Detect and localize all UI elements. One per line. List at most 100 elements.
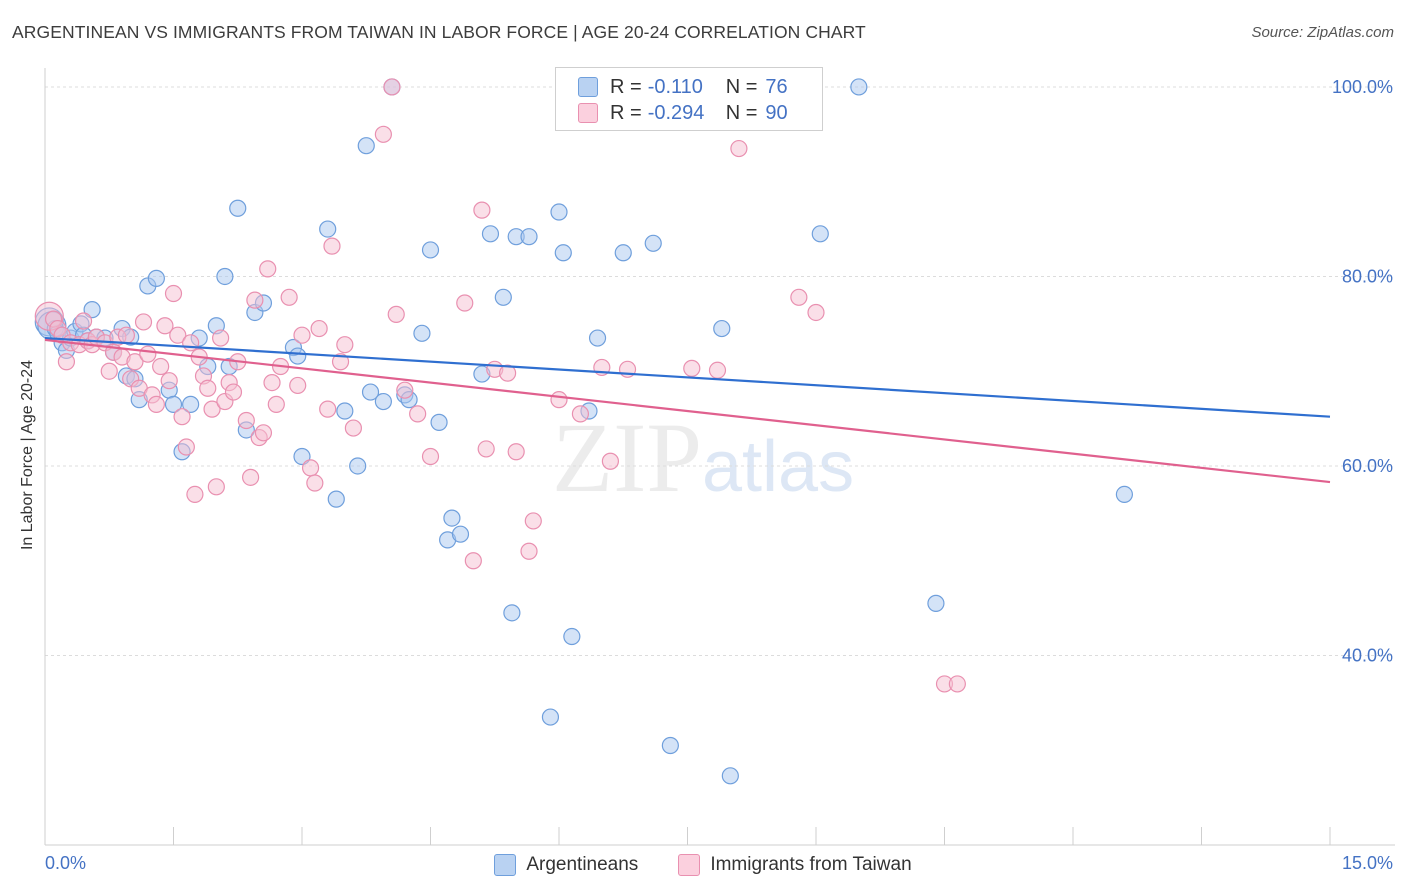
legend-label-argentineans: Argentineans (526, 854, 639, 875)
legend-r-label: R = (610, 75, 642, 98)
taiwan-point (126, 353, 144, 371)
taiwan-point (259, 260, 277, 278)
argentinean-point (216, 267, 234, 286)
argentinean-point (413, 324, 431, 342)
taiwan-point (336, 336, 354, 354)
taiwan-point (499, 364, 517, 382)
legend-n-value: 76 (765, 75, 788, 98)
y-tick-label: 60.0% (1342, 456, 1393, 476)
taiwan-point (177, 438, 195, 456)
argentinean-point (357, 137, 375, 155)
taiwan-point (323, 237, 341, 255)
legend-row-taiwan: R = -0.294 N = 90 (578, 100, 788, 126)
legend-swatch-blue (578, 77, 598, 97)
taiwan-point (524, 512, 542, 530)
axes (44, 68, 1395, 846)
taiwan-point (571, 405, 590, 423)
legend-swatch-pink (678, 854, 701, 876)
argentinean-point (1115, 485, 1134, 504)
taiwan-point (477, 440, 495, 458)
taiwan-point (169, 326, 187, 344)
legend-n-label: N = (725, 75, 758, 98)
taiwan-point (224, 383, 243, 401)
taiwan-point (730, 139, 748, 158)
watermark-atlas: atlas (702, 427, 855, 507)
argentinean-point (927, 594, 945, 612)
y-tick-label: 100.0% (1332, 77, 1393, 97)
taiwan-point (152, 357, 170, 376)
argentineans-trend-line (44, 336, 1331, 418)
argentinean-point (289, 347, 307, 365)
legend-item-taiwan[interactable]: Immigrants from Taiwan (678, 854, 912, 876)
taiwan-point (421, 447, 440, 466)
taiwan-point (409, 405, 427, 423)
argentinean-point (494, 288, 512, 306)
argentinean-point (550, 203, 568, 221)
taiwan-point (280, 288, 298, 306)
stats-legend: R = -0.110 N = 76 R = -0.294 N = 90 (555, 67, 823, 131)
legend-swatch-blue (494, 854, 517, 876)
taiwan-point (790, 288, 808, 306)
taiwan-point (74, 312, 93, 330)
taiwan-point (383, 78, 401, 96)
argentinean-point (229, 199, 247, 217)
argentinean-point (293, 447, 311, 466)
series-legend: Argentineans Immigrants from Taiwan (0, 852, 1406, 878)
taiwan-point (237, 411, 255, 430)
taiwan-point (331, 353, 350, 371)
argentinean-point (164, 395, 183, 413)
taiwan-point (344, 419, 362, 437)
argentinean-point (614, 244, 632, 262)
taiwan-point (708, 361, 727, 379)
argentinean-point (541, 708, 560, 726)
taiwan-point (147, 395, 165, 413)
taiwan-point (207, 478, 225, 496)
argentinean-point (721, 767, 739, 785)
taiwan-point (464, 552, 482, 570)
legend-item-argentineans[interactable]: Argentineans (494, 854, 638, 876)
taiwan-point (263, 373, 281, 392)
argentinean-point (349, 457, 367, 475)
y-tick-label: 40.0% (1342, 645, 1393, 665)
taiwan-point (550, 391, 568, 409)
legend-n-label: N = (725, 101, 758, 124)
argentinean-point (520, 228, 538, 246)
taiwan-point (807, 303, 825, 322)
legend-label-taiwan: Immigrants from Taiwan (710, 854, 912, 875)
argentinean-point (421, 241, 440, 259)
argentinean-point (661, 736, 679, 755)
taiwan-point (156, 317, 174, 335)
taiwan-point (134, 313, 153, 331)
taiwan-point (310, 319, 328, 338)
tick-labels: 40.0% 60.0% 80.0% 100.0% 0.0% 15.0% (45, 77, 1393, 873)
legend-n-value: 90 (765, 101, 788, 124)
taiwan-point (456, 294, 474, 312)
taiwan-point (203, 400, 221, 418)
source-credit: Source: ZipAtlas.com (1251, 24, 1394, 41)
taiwan-point (396, 381, 414, 399)
taiwan-point (683, 359, 701, 377)
taiwan-point (387, 305, 405, 323)
taiwan-point (160, 372, 178, 390)
x-tick-label: 0.0% (45, 853, 86, 873)
argentinean-point (644, 234, 662, 252)
legend-r-value: -0.294 (647, 101, 705, 124)
argentinean-point (713, 319, 731, 338)
taiwan-point (254, 424, 273, 442)
taiwan-point (601, 452, 620, 470)
argentinean-point (850, 78, 868, 96)
taiwan-point (374, 125, 392, 143)
argentinean-point (481, 225, 500, 243)
argentinean-point (588, 329, 607, 347)
taiwan-point (507, 443, 525, 461)
taiwan-point (186, 485, 204, 504)
taiwan-point (473, 201, 491, 219)
taiwan-point (289, 376, 307, 395)
argentinean-point (811, 225, 829, 243)
taiwan-point (173, 408, 191, 426)
x-tick-label: 15.0% (1342, 853, 1393, 873)
taiwan-point (948, 675, 966, 693)
taiwan-points (34, 78, 966, 693)
y-tick-label: 80.0% (1342, 266, 1393, 286)
